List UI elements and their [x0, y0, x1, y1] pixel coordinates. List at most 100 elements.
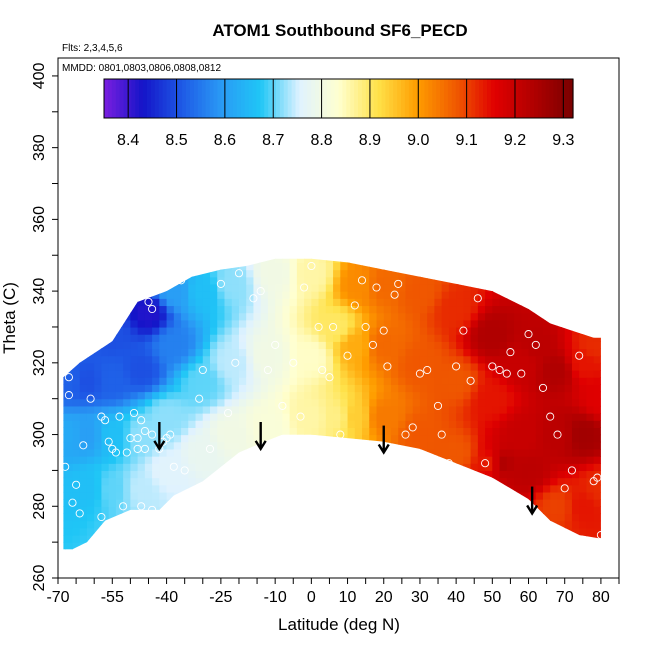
heatmap-cell [434, 258, 443, 264]
heatmap-cell [456, 258, 464, 264]
heatmap-cell [499, 420, 508, 428]
heatmap-cell [296, 491, 305, 500]
heatmap-cell [514, 405, 522, 414]
heatmap-cell [304, 312, 312, 321]
heatmap-cell [86, 506, 95, 515]
heatmap-cell [434, 291, 443, 299]
heatmap-cell [405, 520, 414, 529]
heatmap-cell [101, 384, 110, 393]
heatmap-cell [173, 319, 182, 328]
heatmap-cell [571, 348, 580, 357]
heatmap-cell [79, 312, 88, 321]
heatmap-cell [470, 506, 479, 515]
heatmap-cell [571, 420, 580, 428]
heatmap-cell [463, 549, 471, 557]
heatmap-cell [144, 291, 153, 299]
heatmap-cell [390, 448, 399, 457]
heatmap-cell [550, 463, 559, 472]
heatmap-cell [130, 520, 139, 529]
heatmap-cell [195, 484, 204, 493]
heatmap-cell [210, 506, 218, 515]
heatmap-cell [521, 276, 530, 285]
heatmap-cell [123, 448, 131, 457]
heatmap-cell [448, 276, 457, 285]
heatmap-cell [354, 319, 363, 328]
heatmap-cell [564, 348, 573, 357]
heatmap-cell [601, 348, 609, 356]
heatmap-cell [137, 262, 146, 271]
colorbar-segment [471, 79, 476, 118]
heatmap-cell [238, 470, 247, 479]
heatmap-cell [492, 441, 501, 450]
colorbar-segment [162, 79, 168, 118]
heatmap-cell [188, 319, 197, 328]
heatmap-cell [369, 491, 378, 500]
heatmap-cell [390, 269, 399, 278]
heatmap-cell [63, 413, 66, 421]
heatmap-cell [369, 291, 378, 299]
heatmap-cell [231, 534, 240, 543]
heatmap-cell [231, 276, 240, 285]
heatmap-cell [79, 448, 88, 457]
colorbar-segment [569, 79, 574, 118]
heatmap-cell [311, 549, 319, 557]
heatmap-cell [108, 520, 117, 529]
heatmap-cell [333, 291, 341, 299]
heatmap-cell [536, 549, 544, 557]
heatmap-cell [419, 448, 428, 457]
heatmap-cell [267, 291, 276, 299]
heatmap-cell [383, 305, 392, 314]
heatmap-cell [253, 370, 262, 378]
heatmap-cell [354, 441, 363, 450]
heatmap-cell [304, 269, 312, 278]
heatmap-cell [390, 262, 399, 271]
heatmap-cell [289, 398, 298, 407]
heatmap-cell [477, 477, 486, 486]
colorbar-tick-label: 8.9 [359, 132, 381, 149]
heatmap-cell [376, 298, 385, 307]
heatmap-cell [557, 370, 566, 378]
heatmap-cell [434, 269, 443, 278]
heatmap-cell [340, 362, 349, 371]
colorbar-segment [553, 79, 558, 118]
heatmap-cell [202, 334, 211, 342]
heatmap-cell [130, 291, 139, 299]
heatmap-cell [571, 484, 580, 493]
heatmap-cell [383, 269, 392, 278]
heatmap-cell [311, 334, 320, 342]
heatmap-cell [275, 334, 283, 342]
heatmap-cell [521, 377, 530, 385]
heatmap-cell [593, 326, 601, 335]
heatmap-cell [253, 413, 262, 421]
heatmap-cell [492, 413, 501, 421]
heatmap-cell [398, 258, 407, 264]
heatmap-cell [217, 506, 226, 515]
heatmap-cell [542, 441, 551, 450]
heatmap-cell [246, 355, 255, 364]
heatmap-cell [202, 258, 211, 264]
heatmap-cell [115, 334, 124, 342]
heatmap-cell [130, 448, 139, 457]
heatmap-cell [419, 513, 428, 522]
heatmap-cell [224, 262, 233, 271]
heatmap-cell [238, 398, 247, 407]
heatmap-cell [267, 391, 276, 400]
heatmap-cell [550, 262, 559, 271]
heatmap-cell [398, 269, 407, 278]
heatmap-cell [325, 384, 334, 393]
heatmap-cell [586, 499, 595, 507]
heatmap-cell [369, 448, 378, 457]
heatmap-cell [238, 370, 247, 378]
heatmap-cell [456, 283, 464, 292]
heatmap-cell [217, 441, 226, 450]
heatmap-cell [325, 262, 334, 271]
heatmap-cell [471, 549, 479, 557]
heatmap-cell [499, 448, 508, 457]
heatmap-cell [166, 283, 175, 292]
heatmap-cell [86, 513, 95, 522]
heatmap-cell [137, 258, 146, 264]
heatmap-cell [144, 542, 153, 550]
heatmap-cell [224, 448, 233, 457]
heatmap-cell [571, 355, 580, 364]
heatmap-cell [318, 355, 327, 364]
